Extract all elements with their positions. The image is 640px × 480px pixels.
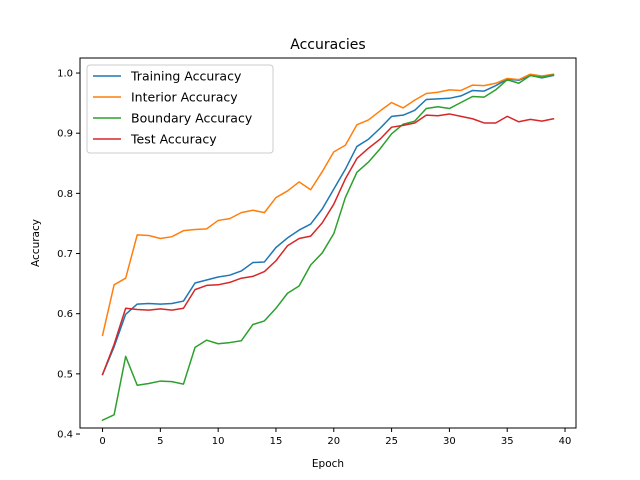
x-tick-label: 35 — [501, 436, 514, 447]
x-axis-label: Epoch — [312, 458, 344, 470]
y-axis-ticks: 0.4 0.5 0.6 0.7 0.8 0.9 1.0 — [57, 69, 80, 441]
legend-label-3: Boundary Accuracy — [131, 111, 253, 126]
legend: Training Accuracy Interior Accuracy Bounda… — [86, 64, 274, 154]
x-tick-label: 20 — [327, 436, 340, 447]
x-tick-label: 5 — [157, 436, 163, 447]
legend-label-1: Training Accuracy — [130, 69, 242, 84]
series-line-1 — [101, 74, 555, 376]
plot-frame — [79, 57, 577, 429]
x-tick-label: 30 — [443, 436, 456, 447]
y-tick-label: 0.6 — [57, 309, 73, 320]
legend-label-4: Test Accuracy — [130, 132, 217, 147]
series-line-2 — [101, 73, 555, 337]
y-tick-label: 0.7 — [57, 249, 73, 260]
x-tick-label: 10 — [212, 436, 225, 447]
series-line-3 — [101, 73, 555, 422]
series-line-4 — [101, 113, 555, 376]
y-tick-label: 0.5 — [57, 369, 73, 380]
chart-title: Accuracies — [290, 37, 365, 53]
y-tick-label: 0.8 — [57, 189, 73, 200]
x-tick-label: 0 — [99, 436, 105, 447]
x-tick-label: 40 — [559, 436, 572, 447]
x-tick-label: 15 — [270, 436, 283, 447]
series-layer — [101, 73, 555, 422]
y-tick-label: 0.4 — [57, 430, 73, 441]
y-tick-label: 1.0 — [57, 69, 73, 80]
y-tick-label: 0.9 — [57, 129, 73, 140]
x-tick-label: 25 — [385, 436, 398, 447]
legend-box — [86, 64, 274, 154]
y-axis-label: Accuracy — [30, 219, 42, 267]
x-axis-ticks: 0 5 10 15 20 25 30 35 40 — [99, 428, 571, 447]
legend-label-2: Interior Accuracy — [131, 90, 238, 105]
